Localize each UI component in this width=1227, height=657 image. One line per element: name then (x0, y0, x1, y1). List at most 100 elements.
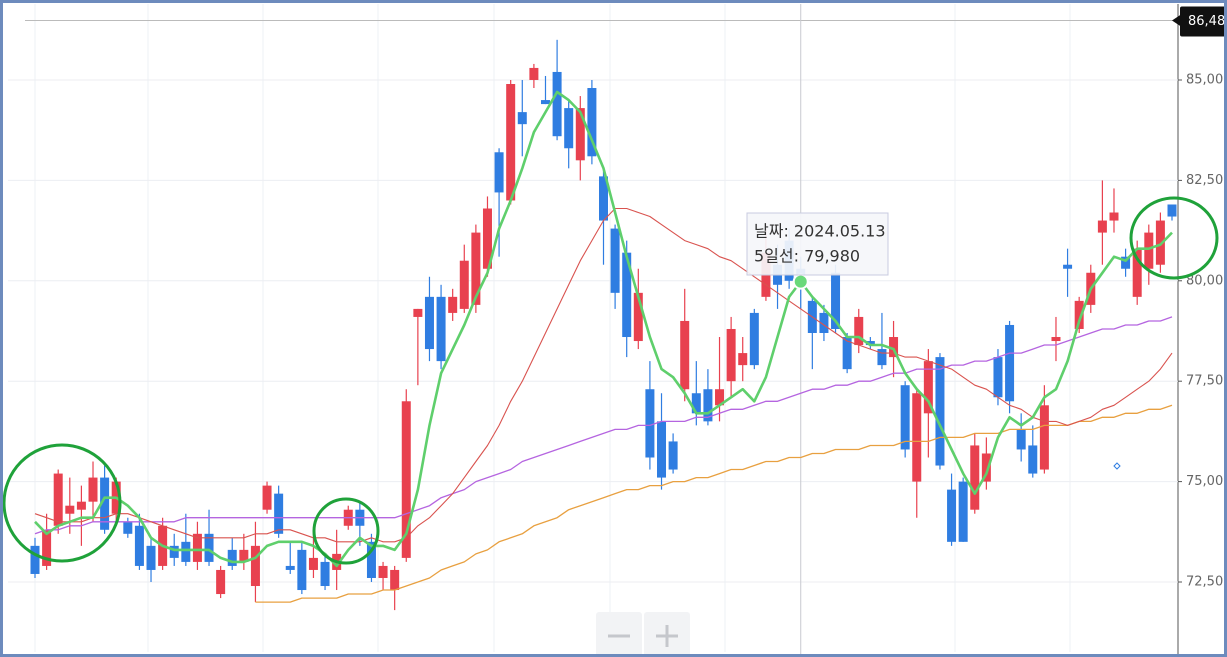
candle-body (42, 529, 52, 566)
tooltip-box (746, 212, 889, 276)
marker-diamond (1113, 462, 1121, 470)
last-price-label: 86,480 (1188, 14, 1227, 29)
candle-body (76, 501, 86, 510)
candle-body (529, 67, 539, 80)
candle-body (889, 337, 899, 358)
candle-body (366, 541, 376, 578)
candle-body (726, 328, 736, 382)
candle-body (958, 481, 968, 542)
candle-body (250, 545, 260, 587)
candle-body (1155, 220, 1165, 265)
candle-body (1097, 220, 1107, 233)
candle-body (657, 421, 667, 478)
candle-body (715, 389, 725, 406)
candle-body (1051, 337, 1061, 342)
candle-body (65, 505, 75, 514)
y-tick-label: 77,500 (1186, 374, 1227, 389)
candle-body (169, 545, 179, 558)
candle-body (506, 84, 516, 201)
y-tick-label: 72,500 (1186, 574, 1227, 589)
candle-body (981, 453, 991, 482)
candle-body (216, 569, 226, 595)
candle-body (517, 112, 527, 125)
candle-body (320, 561, 330, 587)
moving-average-line (34, 90, 1173, 568)
tooltip-text: 5일선: 79,980 (754, 247, 860, 266)
candle-body (471, 232, 481, 305)
candle-body (1074, 300, 1084, 329)
candle-body (912, 393, 922, 482)
candle-body (1039, 405, 1049, 470)
candle-body (436, 296, 446, 362)
candle-body (204, 533, 214, 562)
candle-body (274, 493, 284, 534)
candle-body (482, 208, 492, 269)
highlight-circle (312, 497, 380, 565)
candle-body (285, 565, 295, 570)
candle-body (703, 389, 713, 422)
candle-body (123, 521, 133, 534)
candle-body (749, 312, 759, 366)
candle-body (308, 557, 318, 570)
candle-body (1167, 204, 1177, 217)
moving-average-line (255, 404, 1173, 603)
candle-body (192, 533, 202, 562)
candle-body (599, 176, 608, 221)
candle-body (494, 152, 504, 193)
highlight-circle (2, 443, 122, 563)
candle-body (738, 353, 748, 366)
candle-body (378, 565, 388, 578)
candle-body (691, 393, 701, 414)
candle-body (100, 477, 110, 530)
candle-body (854, 316, 864, 346)
moving-average-line (34, 316, 1173, 535)
candle-body (819, 312, 829, 334)
highlight-circle (1129, 196, 1219, 280)
candle-body (1144, 232, 1154, 269)
zoom-controls (596, 612, 690, 657)
candle-body (88, 477, 98, 502)
candle-body (831, 272, 841, 329)
candle-body (935, 357, 945, 466)
candle-body (1005, 324, 1015, 402)
candle-body (668, 441, 678, 470)
candle-body (401, 401, 411, 558)
candle-body (900, 385, 910, 450)
candle-body (540, 100, 550, 105)
candle-body (390, 569, 400, 591)
candle-body (1121, 256, 1131, 269)
candle-body (134, 525, 144, 566)
candle-body (297, 549, 307, 591)
candle-body (865, 341, 875, 346)
candle-body (633, 292, 643, 342)
candle-body (680, 320, 690, 390)
candle-body (564, 108, 574, 149)
vertical-grid (34, 4, 1071, 652)
last-price-pointer (1172, 14, 1181, 27)
candle-body (146, 545, 156, 570)
candle-body (53, 473, 63, 526)
candle-body (1028, 445, 1038, 474)
tooltip-text: 날짜: 2024.05.13 (754, 222, 886, 241)
candle-body (622, 252, 632, 338)
candle-body (1016, 429, 1026, 450)
candle-body (575, 108, 585, 161)
candle-body (877, 349, 887, 366)
candle-body (424, 296, 434, 350)
y-tick-label: 80,000 (1186, 273, 1227, 288)
y-tick-label: 85,000 (1186, 72, 1227, 87)
candle-body (970, 445, 980, 510)
candle-body (30, 545, 40, 574)
candle-body (1132, 248, 1142, 297)
candle-body (227, 549, 237, 566)
candle-body (645, 389, 655, 458)
candle-body (923, 361, 933, 414)
candle-body (947, 489, 957, 542)
candle-body (610, 228, 620, 293)
candle-body (842, 337, 852, 370)
candle-body (448, 296, 458, 313)
